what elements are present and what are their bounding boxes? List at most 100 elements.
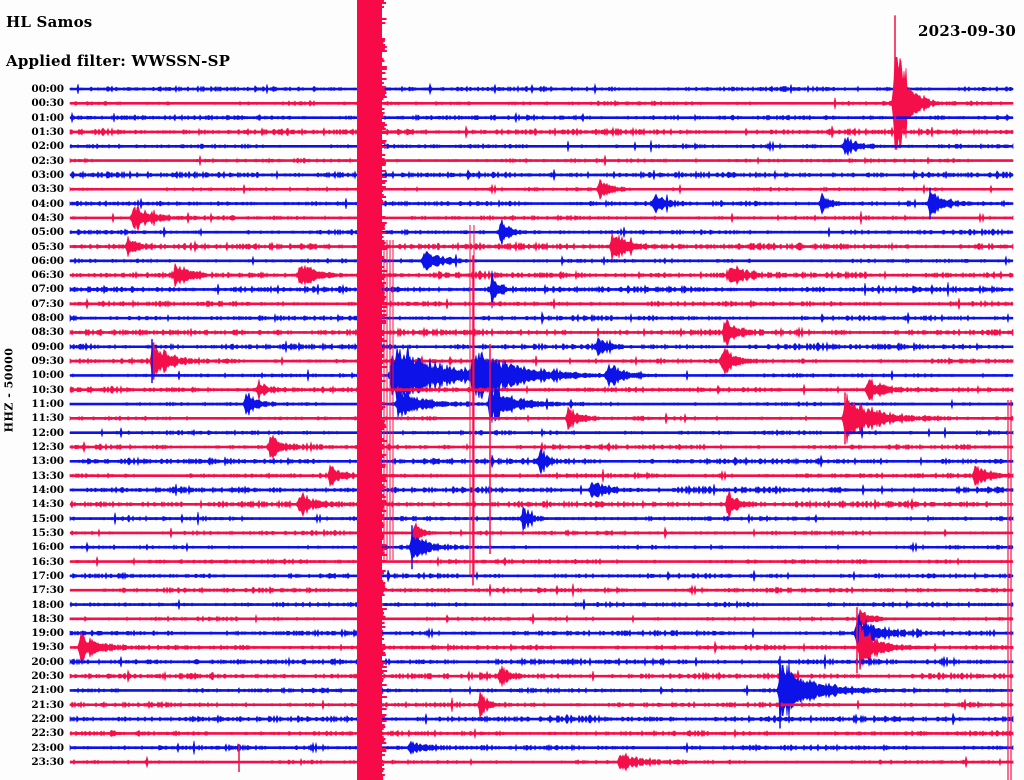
time-tick-label: 09:30	[31, 355, 64, 368]
saturation-band-edge	[382, 714, 387, 716]
saturation-band-edge	[382, 672, 384, 674]
saturation-band-edge	[382, 708, 387, 710]
saturation-band-edge	[382, 408, 384, 410]
time-tick-label: 14:30	[31, 498, 64, 511]
saturation-band-edge	[382, 594, 385, 596]
time-tick-label: 21:00	[31, 684, 64, 697]
saturation-band-edge	[382, 98, 384, 100]
time-tick-label: 15:00	[31, 512, 64, 525]
saturation-band-edge	[382, 764, 385, 766]
saturation-band-edge	[382, 572, 385, 574]
saturation-band-edge	[382, 616, 386, 618]
saturation-band-edge	[382, 176, 386, 178]
saturation-band-edge	[382, 240, 385, 242]
saturation-band-edge	[382, 244, 384, 246]
saturation-band-edge	[382, 584, 385, 586]
saturation-band-edge	[382, 644, 386, 646]
saturation-band-edge	[382, 236, 384, 238]
saturation-band-edge	[382, 560, 387, 562]
saturation-band-edge	[382, 92, 387, 94]
saturation-band-edge	[382, 154, 386, 156]
saturation-band-edge	[382, 42, 384, 44]
saturation-band-edge	[382, 650, 384, 652]
saturation-band-edge	[382, 532, 384, 534]
time-tick-label: 16:30	[31, 555, 64, 568]
saturation-band-edge	[382, 514, 384, 516]
saturation-band-edge	[382, 652, 386, 654]
saturation-band-edge	[382, 162, 387, 164]
saturation-band-edge	[382, 374, 384, 376]
time-tick-label: 21:30	[31, 698, 64, 711]
saturation-band-edge	[382, 518, 385, 520]
saturation-band-edge	[382, 60, 385, 62]
saturation-band-edge	[382, 228, 385, 230]
saturation-band-edge	[382, 732, 384, 734]
saturation-band-edge	[382, 112, 385, 114]
time-tick-label: 01:30	[31, 125, 64, 138]
saturation-band-edge	[382, 726, 386, 728]
saturation-band-edge	[382, 538, 384, 540]
saturation-band-edge	[382, 680, 384, 682]
saturation-band-edge	[382, 618, 385, 620]
saturation-band-edge	[382, 456, 384, 458]
saturation-band-edge	[382, 102, 387, 104]
saturation-band-edge	[382, 612, 385, 614]
saturation-band-edge	[382, 516, 385, 518]
saturation-band-edge	[382, 654, 386, 656]
saturation-band-edge	[382, 196, 387, 198]
saturation-band-edge	[382, 22, 386, 24]
saturation-band-edge	[382, 160, 385, 162]
saturation-band-edge	[382, 142, 386, 144]
saturation-band-edge	[382, 428, 385, 430]
time-tick-label: 12:30	[31, 441, 64, 453]
time-tick-label: 18:30	[31, 612, 64, 625]
saturation-band-edge	[382, 6, 385, 8]
time-tick-label: 16:00	[31, 541, 64, 554]
saturation-band-edge	[382, 46, 387, 48]
saturation-band-edge	[382, 626, 386, 628]
saturation-band-edge	[382, 570, 386, 572]
saturation-band-edge	[382, 132, 387, 134]
time-tick-label: 04:00	[31, 197, 64, 210]
saturation-band-edge	[382, 716, 385, 718]
station-name: HL Samos	[6, 13, 93, 31]
saturation-band-edge	[382, 108, 385, 110]
time-tick-label: 03:00	[31, 168, 64, 181]
saturation-band-edge	[382, 48, 385, 50]
saturation-band-edge	[382, 720, 387, 722]
saturation-band-edge	[382, 226, 385, 228]
saturation-band-edge	[382, 94, 386, 96]
time-tick-label: 20:30	[31, 670, 64, 683]
time-tick-label: 10:30	[31, 383, 64, 396]
saturation-band-edge	[382, 278, 385, 280]
saturation-band-edge	[382, 350, 384, 352]
time-tick-label: 17:30	[31, 584, 64, 597]
saturation-band-edge	[382, 590, 385, 592]
saturation-band-edge	[382, 550, 384, 552]
saturation-band-edge	[382, 728, 384, 730]
time-tick-label: 19:30	[31, 641, 64, 654]
saturation-band-edge	[382, 348, 385, 350]
time-tick-label: 00:30	[31, 97, 64, 110]
saturation-band-edge	[382, 116, 385, 118]
saturation-band-edge	[382, 754, 385, 756]
saturation-band-edge	[382, 0, 384, 2]
saturation-band-edge	[382, 586, 386, 588]
saturation-band-edge	[382, 526, 384, 528]
saturation-band-edge	[382, 284, 384, 286]
saturation-band-edge	[382, 610, 384, 612]
saturation-band-edge	[382, 290, 384, 292]
saturation-band-edge	[382, 122, 386, 124]
saturation-band-edge	[382, 258, 384, 260]
saturation-band-edge	[382, 78, 387, 80]
saturation-band-edge	[382, 140, 387, 142]
saturation-band-edge	[382, 444, 384, 446]
time-tick-label: 08:30	[31, 326, 64, 339]
saturation-band-edge	[382, 114, 384, 116]
saturation-band-edge	[382, 604, 384, 606]
saturation-band-edge	[382, 44, 386, 46]
saturation-band-edge	[382, 648, 386, 650]
saturation-band-edge	[382, 182, 386, 184]
saturation-band-edge	[382, 72, 386, 74]
